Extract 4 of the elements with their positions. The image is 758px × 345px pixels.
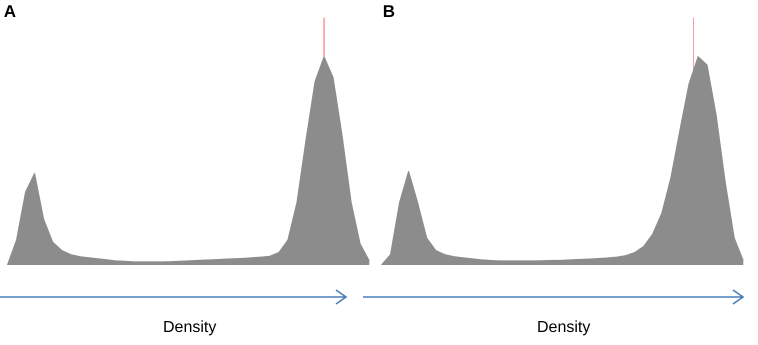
x-axis-title: Density [537,319,590,336]
chart-title: B [382,2,396,22]
x-axis-title: Density [163,319,216,336]
chart-title: A [4,2,16,22]
